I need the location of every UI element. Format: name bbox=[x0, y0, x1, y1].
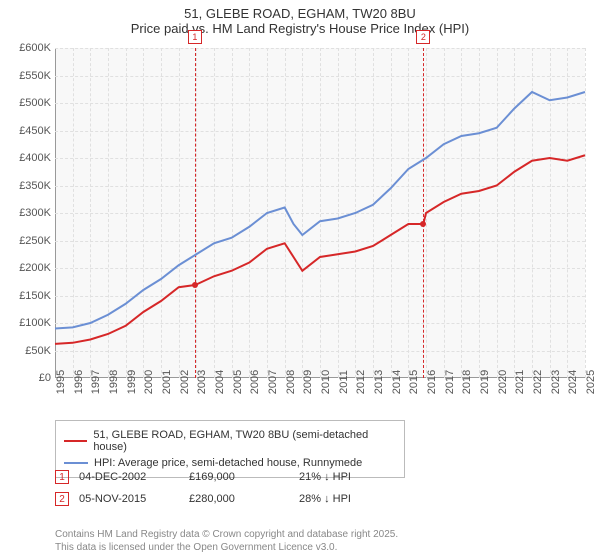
y-axis-tick: £0 bbox=[39, 372, 51, 384]
line-series bbox=[55, 48, 585, 378]
series-hpi bbox=[55, 92, 585, 329]
event-date: 04-DEC-2002 bbox=[79, 471, 189, 483]
y-axis-tick: £450K bbox=[19, 125, 51, 137]
y-axis-tick: £200K bbox=[19, 262, 51, 274]
event-price: £280,000 bbox=[189, 493, 299, 505]
y-axis-tick: £100K bbox=[19, 317, 51, 329]
y-axis-tick: £400K bbox=[19, 152, 51, 164]
footer-line2: This data is licensed under the Open Gov… bbox=[55, 541, 398, 554]
legend-label: HPI: Average price, semi-detached house,… bbox=[94, 457, 362, 469]
event-dot bbox=[420, 221, 426, 227]
event-date: 05-NOV-2015 bbox=[79, 493, 189, 505]
title-line1: 51, GLEBE ROAD, EGHAM, TW20 8BU bbox=[0, 6, 600, 21]
series-price_paid bbox=[55, 155, 585, 344]
event-row-1: 1 04-DEC-2002 £169,000 21% ↓ HPI bbox=[55, 470, 351, 484]
footer-attribution: Contains HM Land Registry data © Crown c… bbox=[55, 528, 398, 554]
chart-plot-area: £0£50K£100K£150K£200K£250K£300K£350K£400… bbox=[55, 48, 585, 378]
event-marker-on-chart: 1 bbox=[188, 30, 202, 44]
chart-title: 51, GLEBE ROAD, EGHAM, TW20 8BU Price pa… bbox=[0, 0, 600, 38]
legend-item-hpi: HPI: Average price, semi-detached house,… bbox=[64, 455, 396, 471]
y-axis-tick: £600K bbox=[19, 42, 51, 54]
y-axis-tick: £150K bbox=[19, 290, 51, 302]
event-price: £169,000 bbox=[189, 471, 299, 483]
y-axis-tick: £300K bbox=[19, 207, 51, 219]
y-axis-tick: £50K bbox=[25, 345, 51, 357]
y-axis-tick: £500K bbox=[19, 97, 51, 109]
y-axis-tick: £250K bbox=[19, 235, 51, 247]
x-axis-tick: 2025 bbox=[585, 370, 597, 394]
event-row-2: 2 05-NOV-2015 £280,000 28% ↓ HPI bbox=[55, 492, 351, 506]
legend-swatch bbox=[64, 440, 87, 442]
event-hpi-delta: 28% ↓ HPI bbox=[299, 493, 351, 505]
y-axis-tick: £350K bbox=[19, 180, 51, 192]
legend-item-price-paid: 51, GLEBE ROAD, EGHAM, TW20 8BU (semi-de… bbox=[64, 427, 396, 455]
event-marker-on-chart: 2 bbox=[416, 30, 430, 44]
event-dot bbox=[192, 282, 198, 288]
y-axis-tick: £550K bbox=[19, 70, 51, 82]
legend-label: 51, GLEBE ROAD, EGHAM, TW20 8BU (semi-de… bbox=[93, 429, 396, 453]
footer-line1: Contains HM Land Registry data © Crown c… bbox=[55, 528, 398, 541]
event-marker-1: 1 bbox=[55, 470, 69, 484]
title-line2: Price paid vs. HM Land Registry's House … bbox=[0, 21, 600, 36]
event-hpi-delta: 21% ↓ HPI bbox=[299, 471, 351, 483]
event-marker-2: 2 bbox=[55, 492, 69, 506]
legend-swatch bbox=[64, 462, 88, 464]
